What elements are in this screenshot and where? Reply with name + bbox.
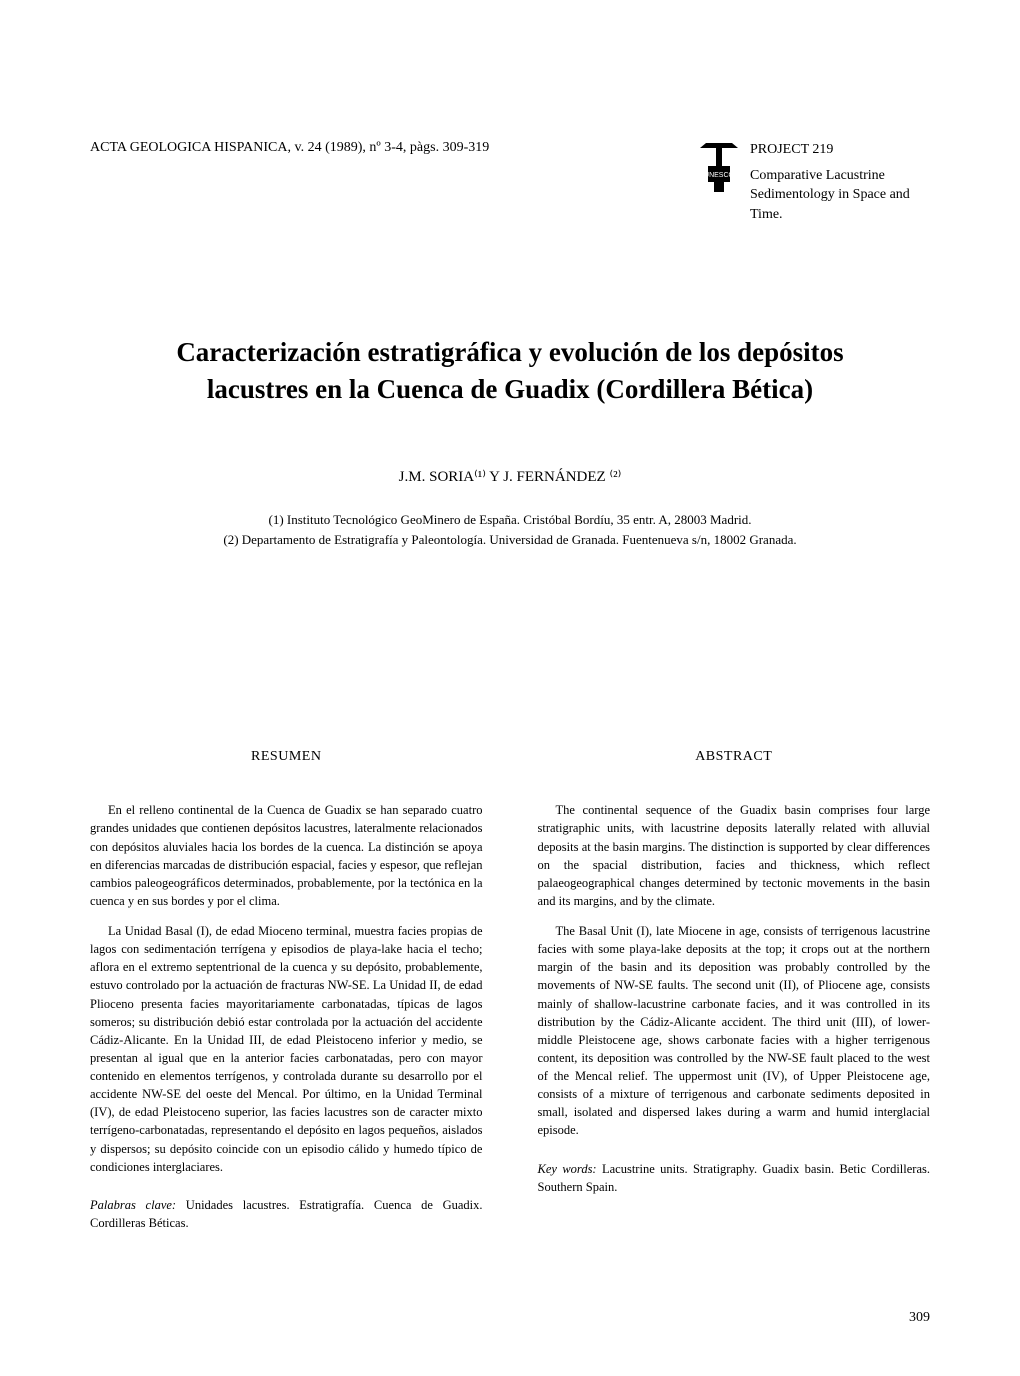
project-number: PROJECT 219 bbox=[750, 140, 930, 160]
project-box: UNESCO PROJECT 219 Comparative Lacustrin… bbox=[700, 140, 930, 224]
abstract-p2: The Basal Unit (I), late Miocene in age,… bbox=[538, 922, 931, 1140]
title-line-2: lacustres en la Cuenca de Guadix (Cordil… bbox=[207, 374, 813, 404]
authors: J.M. SORIA⁽¹⁾ Y J. FERNÁNDEZ ⁽²⁾ bbox=[90, 467, 930, 486]
article-title: Caracterización estratigráfica y evoluci… bbox=[90, 334, 930, 407]
resumen-p1: En el relleno continental de la Cuenca d… bbox=[90, 801, 483, 910]
abstract-heading: ABSTRACT bbox=[538, 749, 931, 765]
key-words-label: Key words: bbox=[538, 1162, 602, 1176]
abstract-p1: The continental sequence of the Guadix b… bbox=[538, 801, 931, 910]
unesco-icon: UNESCO bbox=[700, 140, 738, 198]
project-text: PROJECT 219 Comparative Lacustrine Sedim… bbox=[750, 140, 930, 224]
page-number: 309 bbox=[909, 1310, 930, 1326]
palabras-clave: Palabras clave: Unidades lacustres. Estr… bbox=[90, 1196, 483, 1232]
resumen-p2: La Unidad Basal (I), de edad Mioceno ter… bbox=[90, 922, 483, 1176]
abstract-column: ABSTRACT The continental sequence of the… bbox=[538, 749, 931, 1232]
affiliation-2: (2) Departamento de Estratigrafía y Pale… bbox=[90, 530, 930, 550]
journal-citation: ACTA GEOLOGICA HISPANICA, v. 24 (1989), … bbox=[90, 140, 489, 156]
palabras-clave-label: Palabras clave: bbox=[90, 1198, 186, 1212]
title-line-1: Caracterización estratigráfica y evoluci… bbox=[176, 337, 843, 367]
resumen-heading: RESUMEN bbox=[90, 749, 483, 765]
affiliations: (1) Instituto Tecnológico GeoMinero de E… bbox=[90, 510, 930, 549]
resumen-column: RESUMEN En el relleno continental de la … bbox=[90, 749, 483, 1232]
key-words: Key words: Lacustrine units. Stratigraph… bbox=[538, 1160, 931, 1196]
resumen-body: En el relleno continental de la Cuenca d… bbox=[90, 801, 483, 1176]
abstracts-row: RESUMEN En el relleno continental de la … bbox=[90, 749, 930, 1232]
abstract-body: The continental sequence of the Guadix b… bbox=[538, 801, 931, 1139]
page-header: ACTA GEOLOGICA HISPANICA, v. 24 (1989), … bbox=[90, 140, 930, 224]
project-subtitle: Comparative Lacustrine Sedimentology in … bbox=[750, 166, 930, 225]
svg-text:UNESCO: UNESCO bbox=[704, 172, 735, 179]
affiliation-1: (1) Instituto Tecnológico GeoMinero de E… bbox=[90, 510, 930, 530]
